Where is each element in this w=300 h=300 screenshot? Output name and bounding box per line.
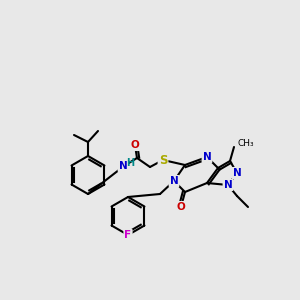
Text: N: N xyxy=(118,161,127,171)
Text: N: N xyxy=(232,168,242,178)
Text: N: N xyxy=(224,180,232,190)
Text: CH₃: CH₃ xyxy=(237,140,253,148)
Text: O: O xyxy=(130,140,140,150)
Text: F: F xyxy=(124,230,132,240)
Text: S: S xyxy=(159,154,167,166)
Text: H: H xyxy=(126,158,134,168)
Text: O: O xyxy=(177,202,185,212)
Text: N: N xyxy=(169,176,178,186)
Text: N: N xyxy=(202,152,211,162)
